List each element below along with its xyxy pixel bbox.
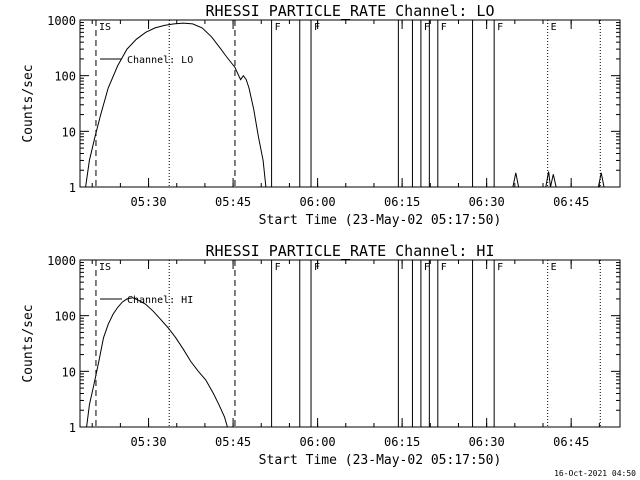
x-tick-label: 06:15 (384, 435, 420, 449)
x-tick-label: 05:30 (130, 435, 166, 449)
panel-lo: RHESSI PARTICLE_RATE Channel: LO Counts/s… (21, 2, 621, 228)
x-tick-label: 06:30 (469, 195, 505, 209)
legend-label: Channel: HI (127, 295, 193, 306)
y-tick-label: 100 (54, 310, 76, 324)
x-tick-label: 05:45 (215, 195, 251, 209)
x-tick-label: 06:45 (553, 435, 589, 449)
y-axis-label: Counts/sec (21, 64, 36, 142)
event-marker-label: F (275, 22, 281, 33)
y-tick-label: 1 (69, 181, 76, 195)
event-marker-label: IS (99, 262, 111, 273)
event-marker-label: F (497, 262, 503, 273)
series-line (86, 297, 228, 428)
x-tick-label: 06:30 (469, 435, 505, 449)
plot-frame (79, 259, 621, 428)
x-tick-label: 06:00 (300, 195, 336, 209)
y-axis-label: Counts/sec (21, 304, 36, 382)
y-tick-label: 1 (69, 421, 76, 435)
y-tick-label: 1000 (47, 254, 76, 268)
x-axis-label: Start Time (23-May-02 05:17:50) (259, 453, 502, 468)
generation-timestamp: 16-Oct-2021 04:50 (554, 469, 636, 478)
legend-label: Channel: LO (127, 55, 193, 66)
event-marker-label: F (424, 22, 430, 33)
y-tick-label: 1000 (47, 14, 76, 28)
event-marker-label: IS (99, 22, 111, 33)
panel-hi: RHESSI PARTICLE_RATE Channel: HI Counts/s… (21, 242, 621, 468)
x-tick-label: 05:30 (130, 195, 166, 209)
y-tick-label: 10 (62, 365, 76, 379)
event-marker-label: F (275, 262, 281, 273)
x-tick-label: 06:00 (300, 435, 336, 449)
event-marker-label: F (497, 22, 503, 33)
event-marker-label: F (424, 262, 430, 273)
x-tick-label: 06:15 (384, 195, 420, 209)
chart-title: RHESSI PARTICLE_RATE Channel: LO (206, 2, 495, 20)
series-line (512, 171, 605, 188)
x-axis-label: Start Time (23-May-02 05:17:50) (259, 213, 502, 228)
event-marker-label: E (551, 262, 557, 273)
y-tick-label: 10 (62, 125, 76, 139)
event-marker-label: F (314, 22, 320, 33)
plot-frame (79, 19, 621, 188)
x-tick-label: 05:45 (215, 435, 251, 449)
event-marker-label: F (314, 262, 320, 273)
series-line (85, 22, 267, 188)
event-marker-label: F (441, 22, 447, 33)
chart-title: RHESSI PARTICLE_RATE Channel: HI (206, 242, 495, 260)
y-tick-label: 100 (54, 70, 76, 84)
x-tick-label: 06:45 (553, 195, 589, 209)
event-marker-label: E (551, 22, 557, 33)
event-marker-label: F (441, 262, 447, 273)
